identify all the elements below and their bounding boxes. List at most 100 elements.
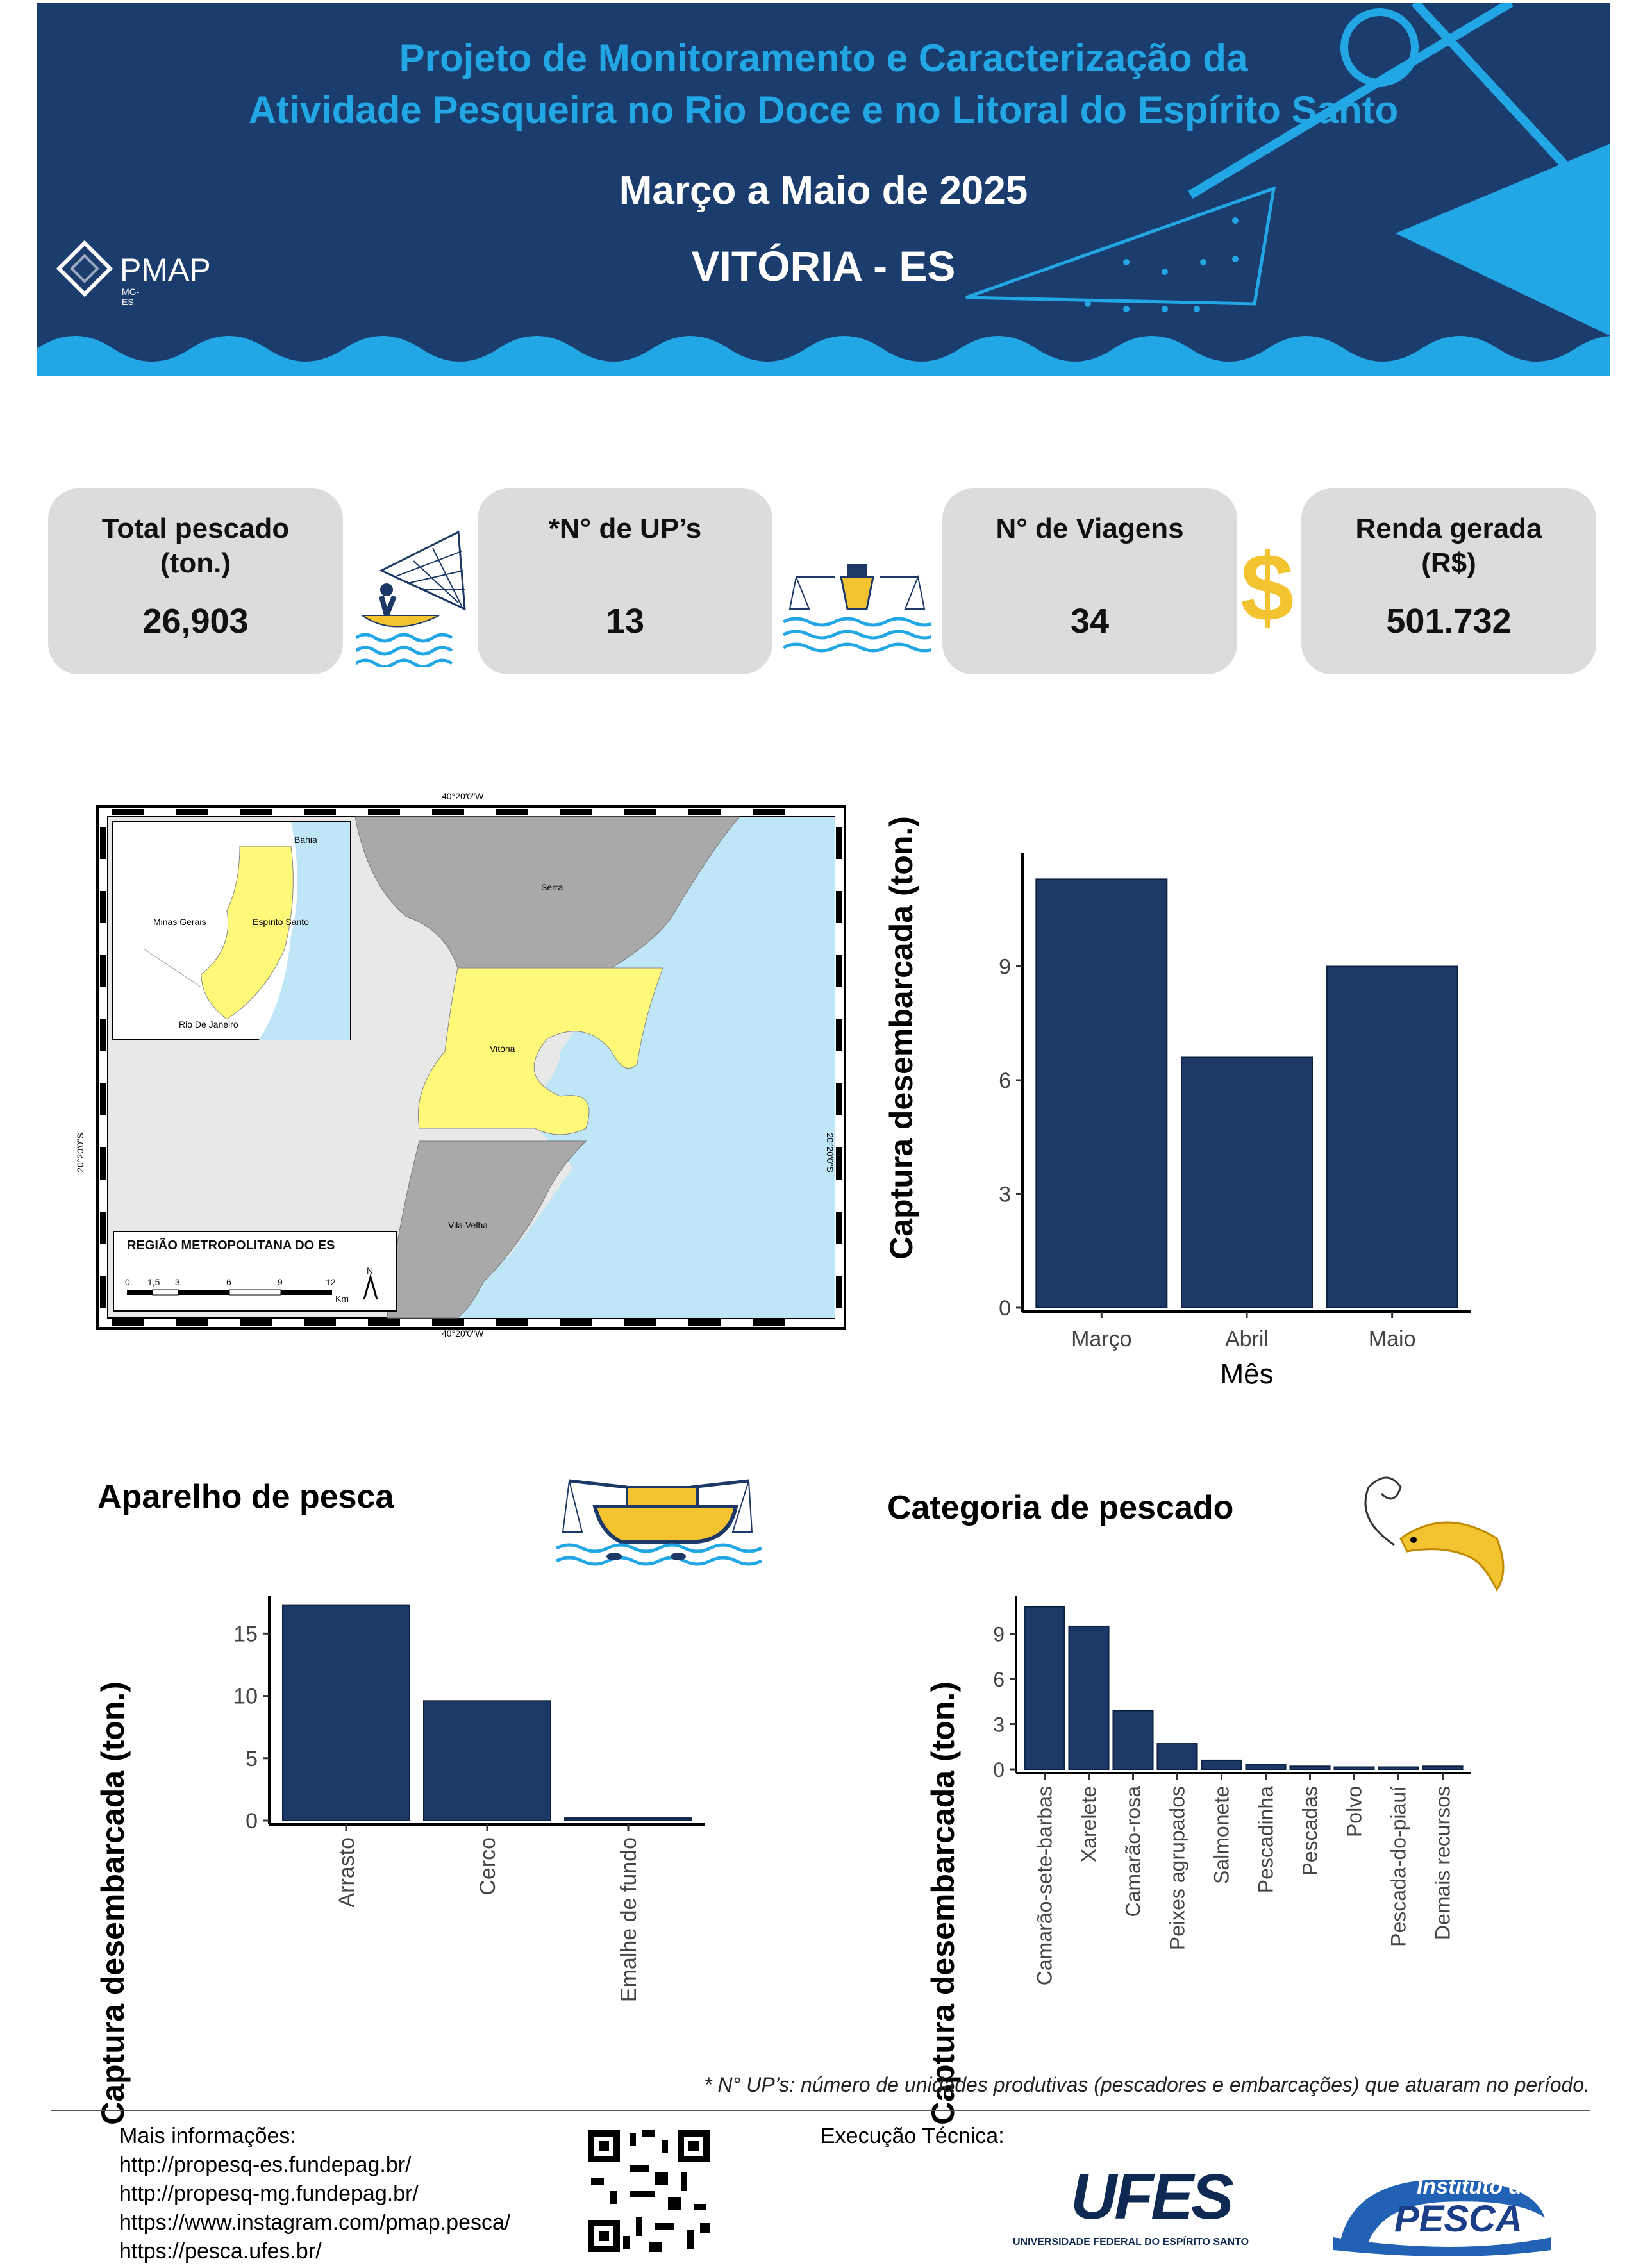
stat-label: Total pescado (ton.)	[101, 513, 290, 579]
bar	[1068, 1625, 1110, 1770]
scale-label: 12	[326, 1277, 336, 1287]
x-tick-label: Março	[1071, 1327, 1131, 1351]
pmap-logo-text: PMAP	[120, 252, 211, 288]
trawler-boat-icon	[783, 564, 931, 653]
bar	[1024, 1606, 1065, 1770]
scale-label: 9	[278, 1277, 283, 1287]
map-coord-bottom: 40°20'0"W	[442, 1328, 484, 1338]
bar	[1333, 1766, 1375, 1771]
map-label-vila-velha: Vila Velha	[448, 1220, 488, 1230]
pmap-logo-icon	[56, 240, 113, 297]
x-tick-label: Arrasto	[335, 1837, 359, 1908]
footnote: * N° UP’s: número de unidades produtivas…	[704, 2073, 1590, 2096]
bar	[1378, 1766, 1419, 1771]
map-coord-right: 20°20'0"S	[824, 1133, 835, 1172]
map-label-es: Espírito Santo	[253, 917, 309, 927]
x-tick-label: Polvo	[1343, 1786, 1366, 1837]
x-tick-label: Maio	[1369, 1327, 1416, 1351]
footer-link[interactable]: https://pesca.ufes.br/	[119, 2239, 322, 2264]
y-tick-label: 5	[246, 1747, 258, 1771]
header-banner: Projeto de Monitoramento e Caracterizaçã…	[37, 3, 1610, 376]
footer-link[interactable]: http://propesq-mg.fundepag.br/	[119, 2181, 419, 2206]
dollar-icon: $	[1240, 533, 1294, 641]
y-axis-title-gear: Captura desembarcada (ton.)	[94, 1681, 131, 2125]
instituto-pesca-logo: Instituto de PESCA	[1327, 2167, 1558, 2256]
chart-month: 0 3 6 9 Março Abril Maio Mês	[999, 853, 1471, 1390]
ufes-name: UNIVERSIDADE FEDERAL DO ESPÍRITO SANTO	[1013, 2237, 1249, 2247]
x-tick-label: Xarelete	[1078, 1786, 1101, 1862]
y-tick-label: 10	[233, 1685, 258, 1709]
chart-category: 0 3 6 9 Camarão-sete-barbas Xarelete Camarão-r…	[993, 1596, 1471, 1985]
y-tick-label: 6	[999, 1069, 1011, 1093]
bar	[1201, 1759, 1242, 1771]
scale-label: 0	[125, 1277, 130, 1287]
stat-card-ups: *N° de UP’s 13	[478, 488, 772, 674]
stat-card-total: Total pescado (ton.) 26,903	[48, 488, 343, 674]
bar	[564, 1817, 692, 1822]
stat-value: 501.732	[1386, 602, 1512, 640]
x-tick-label: Camarão-rosa	[1122, 1786, 1145, 1917]
footer-divider	[51, 2110, 1590, 2111]
stat-value: 34	[1070, 602, 1110, 640]
stat-card-trips: N° de Viagens 34	[942, 488, 1237, 674]
scale-label: 3	[175, 1277, 180, 1287]
header-decoration	[37, 3, 1610, 376]
more-info: Mais informações: http://propesq-es.fund…	[119, 2122, 510, 2266]
map-label-serra: Serra	[541, 882, 563, 892]
x-tick-label: Camarão-sete-barbas	[1033, 1786, 1056, 1985]
bar	[1422, 1765, 1464, 1771]
qr-code[interactable]	[585, 2127, 713, 2255]
x-axis-title: Mês	[1220, 1358, 1273, 1390]
map-label-bahia: Bahia	[294, 835, 317, 845]
stat-label: *N° de UP’s	[548, 513, 702, 544]
bar	[282, 1604, 410, 1821]
map-frame-ticks	[100, 809, 842, 1326]
shrimp-icon	[1364, 1476, 1505, 1592]
instituto-pesca-emblem	[1333, 2180, 1551, 2256]
x-tick-label: Cerco	[476, 1837, 500, 1896]
bar	[1326, 965, 1458, 1308]
y-tick-label: 6	[993, 1668, 1005, 1691]
header-title-line2: Atividade Pesqueira no Rio Doce e no Lit…	[248, 88, 1399, 131]
north-arrow-icon: N	[367, 1265, 374, 1276]
decor-dots	[1085, 217, 1239, 312]
bar	[1181, 1056, 1313, 1308]
y-tick-label: 3	[993, 1714, 1005, 1737]
bar	[423, 1700, 551, 1821]
y-tick-label: 0	[999, 1296, 1011, 1321]
scale-label: 6	[226, 1277, 231, 1287]
execucao-label: Execução Técnica:	[821, 2124, 1005, 2148]
footer-link[interactable]: https://www.instagram.com/pmap.pesca/	[119, 2210, 511, 2235]
map-scale-bar	[127, 1273, 378, 1300]
instituto-line2: PESCA	[1394, 2198, 1522, 2240]
chart-gear: 0 5 10 15 Arrasto Cerco Emalhe de fundo	[233, 1596, 705, 2002]
bar	[1035, 878, 1168, 1308]
stat-card-income: Renda gerada (R$) 501.732	[1301, 488, 1596, 674]
location-title: VITÓRIA - ES	[691, 242, 956, 290]
section-title-gear: Aparelho de pesca	[97, 1478, 394, 1515]
y-tick-label: 15	[233, 1622, 258, 1646]
map-label-vitoria: Vitória	[490, 1044, 515, 1054]
map-drawing	[99, 808, 844, 1327]
stat-label: Renda gerada (R$)	[1355, 513, 1542, 579]
map-label-rj: Rio De Janeiro	[179, 1019, 238, 1030]
fisherman-net-icon	[356, 530, 466, 667]
bar	[1156, 1743, 1198, 1770]
map-coord-left: 20°20'0"S	[74, 1133, 85, 1172]
ufes-logo: UFES UNIVERSIDADE FEDERAL DO ESPÍRITO SA…	[1013, 2160, 1256, 2263]
pmap-logo-subtext: MG-ES	[122, 287, 140, 307]
bar	[1112, 1710, 1154, 1770]
x-tick-label: Pescadas	[1299, 1786, 1322, 1876]
footer-link[interactable]: http://propesq-es.fundepag.br/	[119, 2153, 412, 2177]
bar	[1289, 1765, 1331, 1771]
instituto-line1: Instituto de	[1417, 2174, 1535, 2199]
wave-band	[37, 336, 1610, 376]
scale-label: 1,5	[147, 1277, 160, 1287]
y-tick-label: 0	[246, 1809, 258, 1833]
y-tick-label: 9	[999, 955, 1011, 980]
period-title: Março a Maio de 2025	[619, 169, 1028, 213]
x-tick-label: Salmonete	[1210, 1786, 1233, 1884]
x-tick-label: Demais recursos	[1431, 1786, 1455, 1940]
map-legend: REGIÃO METROPOLITANA DO ES 0 1,5 3 6 9 1…	[113, 1231, 397, 1312]
map-coord-top: 40°20'0"W	[442, 791, 484, 801]
